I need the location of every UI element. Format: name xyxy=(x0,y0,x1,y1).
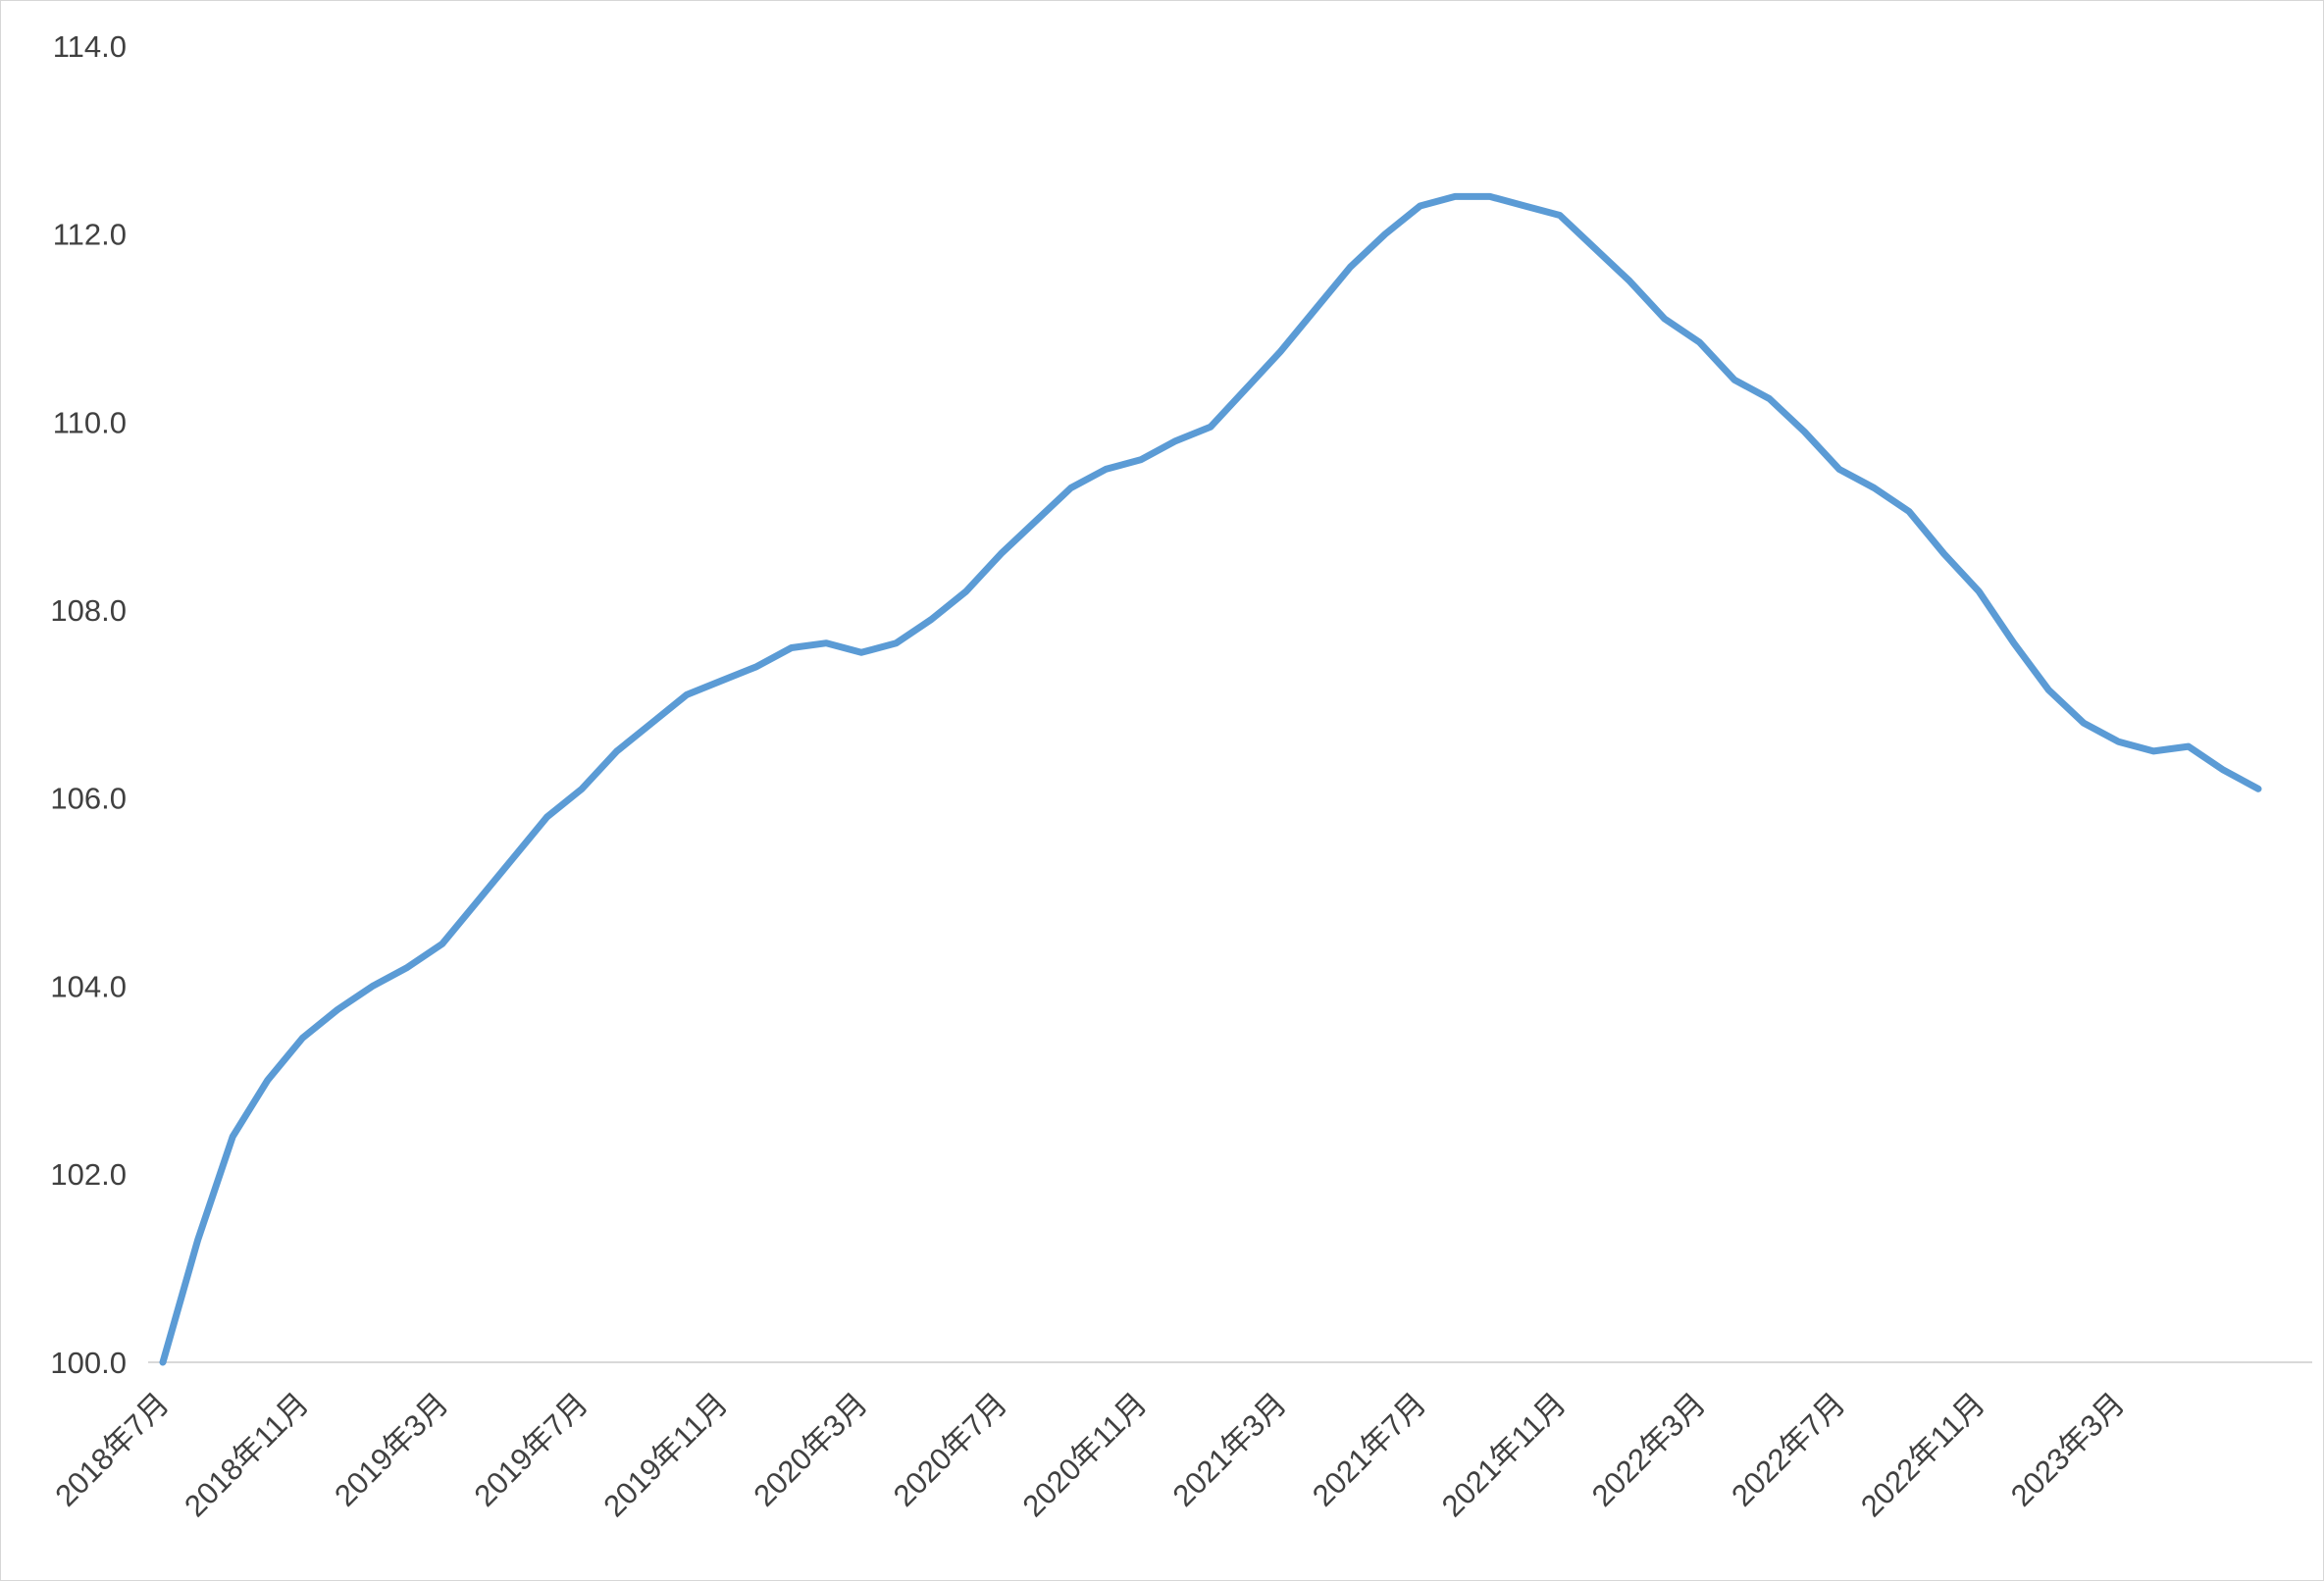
x-axis-label: 2018年11月 xyxy=(178,1386,315,1523)
x-axis-label: 2021年7月 xyxy=(1306,1386,1433,1513)
x-axis-label: 2022年7月 xyxy=(1725,1386,1852,1513)
y-axis-label: 110.0 xyxy=(53,405,127,439)
x-axis-label: 2020年3月 xyxy=(747,1386,874,1513)
y-axis-label: 112.0 xyxy=(53,218,127,252)
x-axis-label: 2022年11月 xyxy=(1854,1386,1991,1523)
x-axis-label: 2020年7月 xyxy=(887,1386,1014,1513)
x-axis-label: 2019年3月 xyxy=(328,1386,455,1513)
y-axis-label: 104.0 xyxy=(50,969,127,1003)
x-axis-label: 2023年3月 xyxy=(2004,1386,2132,1513)
x-axis-label: 2022年3月 xyxy=(1585,1386,1713,1513)
x-axis-label: 2019年7月 xyxy=(468,1386,595,1513)
x-axis-label: 2018年7月 xyxy=(48,1386,176,1513)
y-axis-label: 106.0 xyxy=(50,782,127,816)
x-axis-label: 2021年11月 xyxy=(1435,1386,1573,1523)
x-axis-label: 2020年11月 xyxy=(1016,1386,1154,1523)
y-axis-label: 100.0 xyxy=(50,1346,127,1380)
y-axis-label: 102.0 xyxy=(50,1157,127,1192)
x-axis-label: 2021年3月 xyxy=(1166,1386,1294,1513)
y-axis-label: 108.0 xyxy=(50,593,127,628)
data-series-line xyxy=(159,192,2262,1366)
x-axis-label: 2019年11月 xyxy=(596,1386,734,1523)
y-axis-label: 114.0 xyxy=(53,29,127,64)
